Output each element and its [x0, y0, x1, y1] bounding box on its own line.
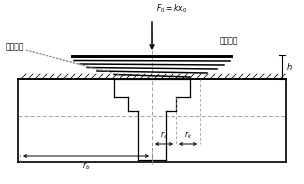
Text: 节流阁片: 节流阁片	[6, 43, 25, 52]
Text: $r_k$: $r_k$	[184, 130, 192, 141]
Text: $h$: $h$	[286, 61, 293, 72]
Text: 螺旋弹簧: 螺旋弹簧	[220, 36, 239, 45]
Text: $r_b$: $r_b$	[82, 160, 90, 171]
Text: $F_0=kx_0$: $F_0=kx_0$	[156, 3, 188, 15]
Text: $r_a$: $r_a$	[160, 130, 168, 141]
